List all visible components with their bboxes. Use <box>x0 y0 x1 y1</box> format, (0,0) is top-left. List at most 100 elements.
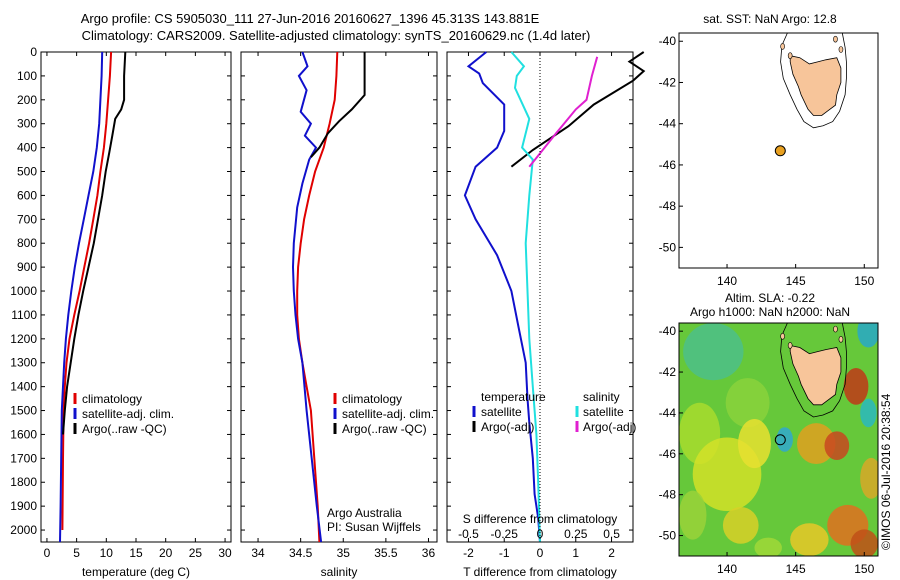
difference-xtick-label: 2 <box>608 546 615 560</box>
figure-title-line1: Argo profile: CS 5905030_111 27-Jun-2016… <box>81 11 540 26</box>
depth-tick-label: 1400 <box>10 380 37 394</box>
diff-xtick-top-label: 0 <box>537 527 544 541</box>
difference-xtick-label: 0 <box>537 546 544 560</box>
diff-xtick-top-label: -0.5 <box>458 527 479 541</box>
sla-map-heat-blob <box>679 490 707 540</box>
sla-map-heat-blob <box>860 398 877 428</box>
difference-series-line <box>528 56 599 168</box>
sla-map-heat-blob <box>824 431 850 460</box>
temperature-panel: 0 5 10 15 20 25 300100200300400500600700800900… <box>10 45 232 579</box>
temperature-xtick-label: 15 <box>129 546 143 560</box>
salinity-series-line <box>291 51 323 543</box>
sla-map-tasmania <box>789 345 842 406</box>
temperature-xlabel: temperature (deg C) <box>82 565 190 579</box>
sla-map-title-line2: Argo h1000: NaN h2000: NaN <box>690 305 850 319</box>
sst-map-xtick-label: 150 <box>854 274 874 288</box>
sla-map-heat-blob <box>860 457 878 499</box>
sst-map-xtick-label: 145 <box>786 274 806 288</box>
temperature-xtick-label: 0 <box>44 546 51 560</box>
sla-map-heat-blob <box>738 419 771 469</box>
sla-map-heat-blob <box>722 506 759 544</box>
depth-tick-label: 1600 <box>10 427 37 441</box>
sst-map-frame <box>678 32 879 269</box>
sst-map-island <box>833 35 838 43</box>
temperature-legend-label: climatology <box>82 392 142 406</box>
figure-title-line2: Climatology: CARS2009. Satellite-adjuste… <box>82 28 591 43</box>
salinity-xtick-label: 35.5 <box>374 546 398 560</box>
depth-tick-label: 300 <box>17 117 37 131</box>
sst-map-ytick-label: -44 <box>659 117 677 131</box>
sst-map-bathymetry-contour <box>780 32 847 129</box>
sla-map-xtick-label: 150 <box>854 562 874 576</box>
sla-map-bathymetry-contour <box>780 322 847 418</box>
sla-map-title-line1: Altim. SLA: -0.22 <box>725 291 815 305</box>
sla-map-heat-blob <box>843 367 869 405</box>
depth-tick-label: 200 <box>17 93 37 107</box>
temperature-xtick-label: 10 <box>100 546 114 560</box>
depth-tick-label: 100 <box>17 69 37 83</box>
sla-map-xtick-label: 145 <box>786 562 806 576</box>
sst-map-island <box>838 46 844 53</box>
sst-map-panel: sat. SST: NaN Argo: 12.8 140 145 150 -40 -42… <box>659 12 879 288</box>
salinity-annotation: PI: Susan Wijffels <box>327 520 421 534</box>
sla-map-heat-blob <box>776 427 793 452</box>
temperature-series-line <box>61 51 113 531</box>
sla-map-heat-blob <box>683 323 744 381</box>
salinity-annotation: Argo Australia <box>327 506 402 520</box>
sla-map-island <box>787 342 793 349</box>
sst-map-ytick-label: -42 <box>659 75 677 89</box>
sla-map-heatmap <box>679 323 878 556</box>
salinity-series-line <box>310 52 366 158</box>
sst-map-ytick-label: -46 <box>659 158 677 172</box>
sla-map-ytick-label: -46 <box>659 447 677 461</box>
sla-map-island <box>838 336 844 343</box>
salinity-xtick-label: 34 <box>251 546 265 560</box>
diff-xlabel-top: S difference from climatology <box>463 512 618 526</box>
depth-tick-label: 600 <box>17 188 37 202</box>
difference-xlabel: T difference from climatology <box>463 565 617 579</box>
sla-map-island <box>833 325 838 333</box>
sla-map-panel: Altim. SLA: -0.22 Argo h1000: NaN h2000:… <box>659 291 879 576</box>
sst-map-tasmania <box>789 55 842 116</box>
depth-tick-label: 900 <box>17 260 37 274</box>
diff-xtick-top-label: 0.5 <box>603 527 620 541</box>
diff-legend-label: Argo(-adj) <box>583 420 636 434</box>
sla-map-heat-blob <box>857 323 878 348</box>
sst-map-ytick-label: -50 <box>659 240 677 254</box>
diff-legend-label: Argo(-adj) <box>481 420 534 434</box>
sla-map-ytick-label: -40 <box>659 324 677 338</box>
diff-xtick-top-label: 0.25 <box>564 527 588 541</box>
sla-map-float-marker <box>774 434 786 446</box>
depth-tick-label: 1900 <box>10 499 37 513</box>
sla-map-ytick-label: -42 <box>659 365 677 379</box>
temperature-xtick-label: 20 <box>159 546 173 560</box>
sla-map-heat-blob <box>725 378 770 428</box>
salinity-panel: 34 34.5 35 35.5 36 salinity climatologysatelli… <box>240 51 438 579</box>
sst-map-island <box>780 43 785 50</box>
temperature-xtick-label: 30 <box>218 546 232 560</box>
salinity-xtick-label: 36 <box>422 546 436 560</box>
temperature-series-line <box>62 51 127 435</box>
sst-map-float-marker <box>774 145 786 157</box>
difference-panel: -2 -1 0 1 2 T difference from climatology temp… <box>446 51 646 579</box>
depth-tick-label: 1800 <box>10 475 37 489</box>
imos-credit: ©IMOS 06-Jul-2016 20:38:54 <box>879 393 893 550</box>
difference-series-line <box>463 51 541 543</box>
diff-legend-header: temperature <box>481 390 546 404</box>
sst-map-xtick-label: 140 <box>717 274 737 288</box>
sla-map-ytick-label: -48 <box>659 488 677 502</box>
sst-map-title: sat. SST: NaN Argo: 12.8 <box>703 12 837 26</box>
temperature-legend-label: satellite-adj. clim. <box>82 407 174 421</box>
difference-series-line <box>510 51 646 168</box>
temperature-frame <box>40 51 232 543</box>
depth-tick-label: 800 <box>17 236 37 250</box>
salinity-legend-label: Argo(..raw -QC) <box>342 422 427 436</box>
difference-series-line <box>510 51 541 543</box>
depth-tick-label: 1200 <box>10 332 37 346</box>
sla-map-heat-blob <box>797 423 836 465</box>
depth-tick-label: 1700 <box>10 451 37 465</box>
salinity-legend-label: climatology <box>342 392 402 406</box>
depth-tick-label: 500 <box>17 165 37 179</box>
salinity-frame <box>240 51 438 543</box>
